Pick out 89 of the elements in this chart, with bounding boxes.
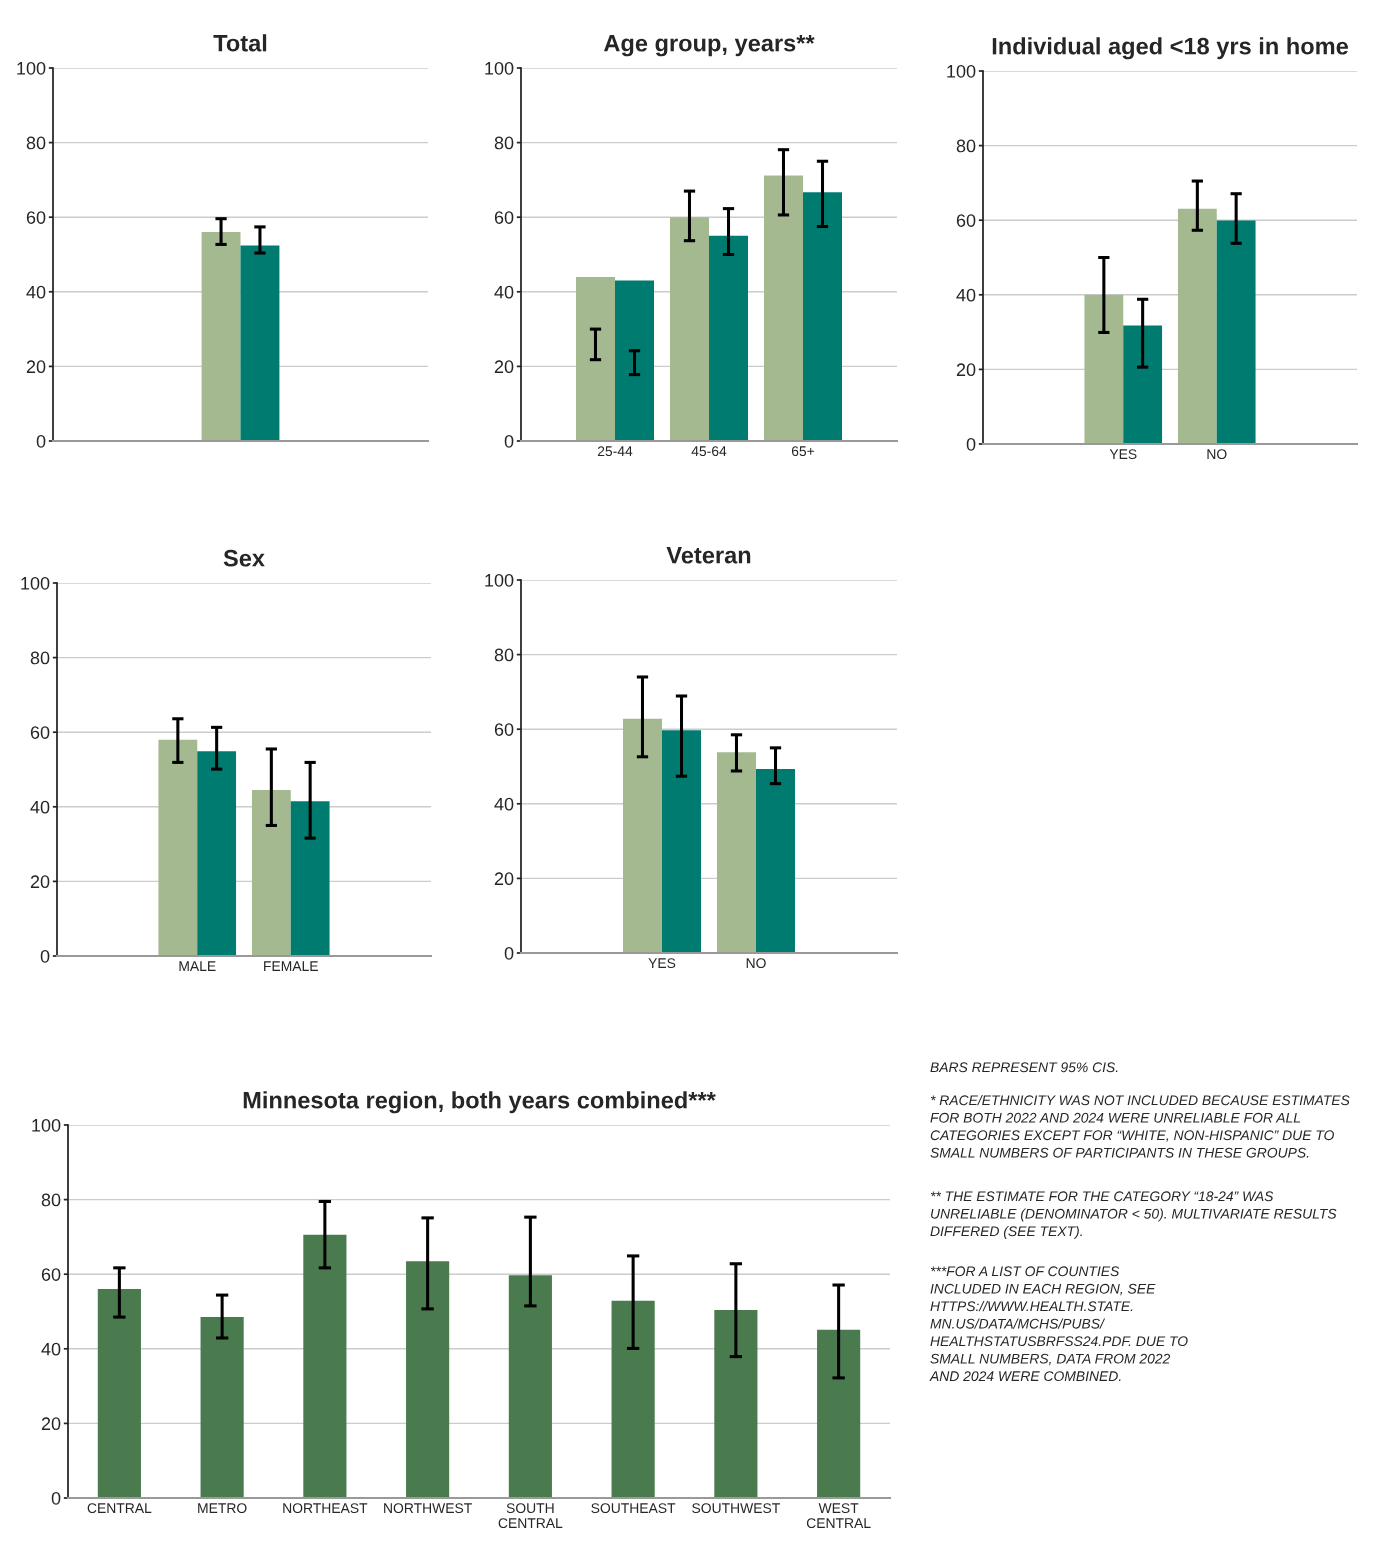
y-tick-label: 60 [30,726,50,739]
bar [716,752,756,953]
bar [714,1310,758,1498]
x-tick-label: CENTRAL [87,1503,152,1514]
y-tick-label: 40 [41,1342,61,1356]
x-tick-label: 65+ [791,446,815,457]
y-tick-label: 40 [30,800,50,814]
y-tick-label: 60 [494,211,514,224]
y-tick-label: 20 [956,363,976,377]
y-tick-label: 40 [26,285,46,299]
y-tick-label: 0 [966,437,976,451]
x-tick-label: 25-44 [597,446,633,457]
bar [406,1261,450,1498]
y-tick-label: 20 [26,360,46,374]
y-tick-label: 80 [956,139,976,153]
chart-title: Sex [223,549,265,567]
y-tick-label: 0 [36,434,46,448]
y-tick-label: 100 [485,573,514,587]
bar [611,1300,655,1498]
y-tick-label: 60 [494,723,514,736]
y-tick-label: 80 [494,648,514,662]
bar [303,1234,347,1498]
x-tick-label: YES [648,958,676,969]
x-tick-label: NO [746,958,766,969]
x-tick-label: SOUTH CENTRAL [498,1503,563,1529]
y-tick-label: 20 [494,872,514,886]
y-tick-label: 80 [41,1193,61,1207]
chart-title: Individual aged <18 yrs in home [992,37,1348,60]
y-tick-label: 60 [956,214,976,227]
x-tick-label: METRO [198,1503,247,1514]
y-tick-label: 0 [40,949,50,963]
x-tick-label: NO [1207,449,1227,460]
x-tick-label: NORTHEAST [283,1503,368,1514]
bar [817,1329,861,1498]
bar [97,1289,141,1498]
bar [197,751,237,956]
chart-title: Age group, years** [603,35,815,57]
bar [763,175,803,441]
y-tick-label: 100 [947,64,976,78]
y-tick-label: 100 [32,1118,61,1132]
bar [1084,294,1124,444]
bar [158,739,198,956]
bar [251,790,291,956]
y-tick-label: 80 [30,651,50,665]
y-tick-label: 80 [26,136,46,150]
bar [709,235,749,441]
x-tick-label: FEMALE [264,961,318,971]
y-tick-label: 60 [26,211,46,224]
y-tick-label: 20 [494,360,514,374]
text: ***FOR A LIST OF COUNTIES INCLUDED IN EACH REGION, SEE HTTPS://WWW.HEALTH.STATE. MN.US/DATA/MCHS/PUBS/ HEALTHSTATUSBRFSS24.PDF. DUE TO SMALL NUMBERS, DATA FROM 2022 AND 2024 WERE COMBINED. [929,1266,1188,1382]
x-tick-label: SOUTHEAST [591,1503,676,1514]
bar [508,1275,552,1498]
y-tick-label: 100 [17,61,46,75]
chart-title: Veteran [666,547,751,564]
y-tick-label: 40 [956,288,976,302]
y-tick-label: 0 [51,1491,61,1505]
bar [1177,208,1217,444]
y-tick-label: 60 [41,1268,61,1281]
y-tick-label: 0 [504,434,514,448]
bar [622,718,662,953]
text: * RACE/ETHNICITY WAS NOT INCLUDED BECAUSE ESTIMATES FOR BOTH 2022 AND 2024 WERE UNRELIABLE FOR ALL CATEGORIES EXCEPT FOR “WHITE, NON-HISPANIC” DUE TO SMALL NUMBERS OF PARTICIPANTS IN THESE GROUPS. [930,1095,1350,1158]
y-tick-label: 100 [21,576,50,590]
chart-title: Minnesota region, both years combined*** [243,1091,716,1114]
x-tick-label: SOUTHWEST [692,1503,780,1514]
x-tick-label: 45-64 [691,446,727,457]
bar [290,801,330,956]
bar [1123,325,1163,444]
bar [200,1317,244,1498]
y-tick-label: 80 [494,136,514,150]
bar [756,769,796,953]
y-tick-label: 40 [494,285,514,299]
bar [803,192,843,441]
bar [1216,220,1256,444]
y-tick-label: 0 [504,946,514,960]
x-tick-label: WEST CENTRAL [806,1503,871,1529]
x-tick-label: YES [1109,449,1137,460]
bar [575,276,615,441]
y-tick-label: 100 [485,61,514,75]
chart-title: Total [213,34,267,52]
y-tick-label: 20 [30,875,50,889]
y-tick-label: 40 [494,797,514,811]
x-tick-label: MALE [179,961,216,971]
x-tick-label: NORTHWEST [384,1503,472,1514]
text: ** THE ESTIMATE FOR THE CATEGORY “18-24” WAS UNRELIABLE (DENOMINATOR < 50). MULTIVARIATE RESULTS DIFFERED (SEE TEXT). [930,1191,1337,1239]
bar [662,730,702,953]
bar [669,217,709,441]
bar [615,280,655,441]
y-tick-label: 20 [41,1417,61,1431]
text: BARS REPRESENT 95% CIS. [930,1062,1118,1073]
